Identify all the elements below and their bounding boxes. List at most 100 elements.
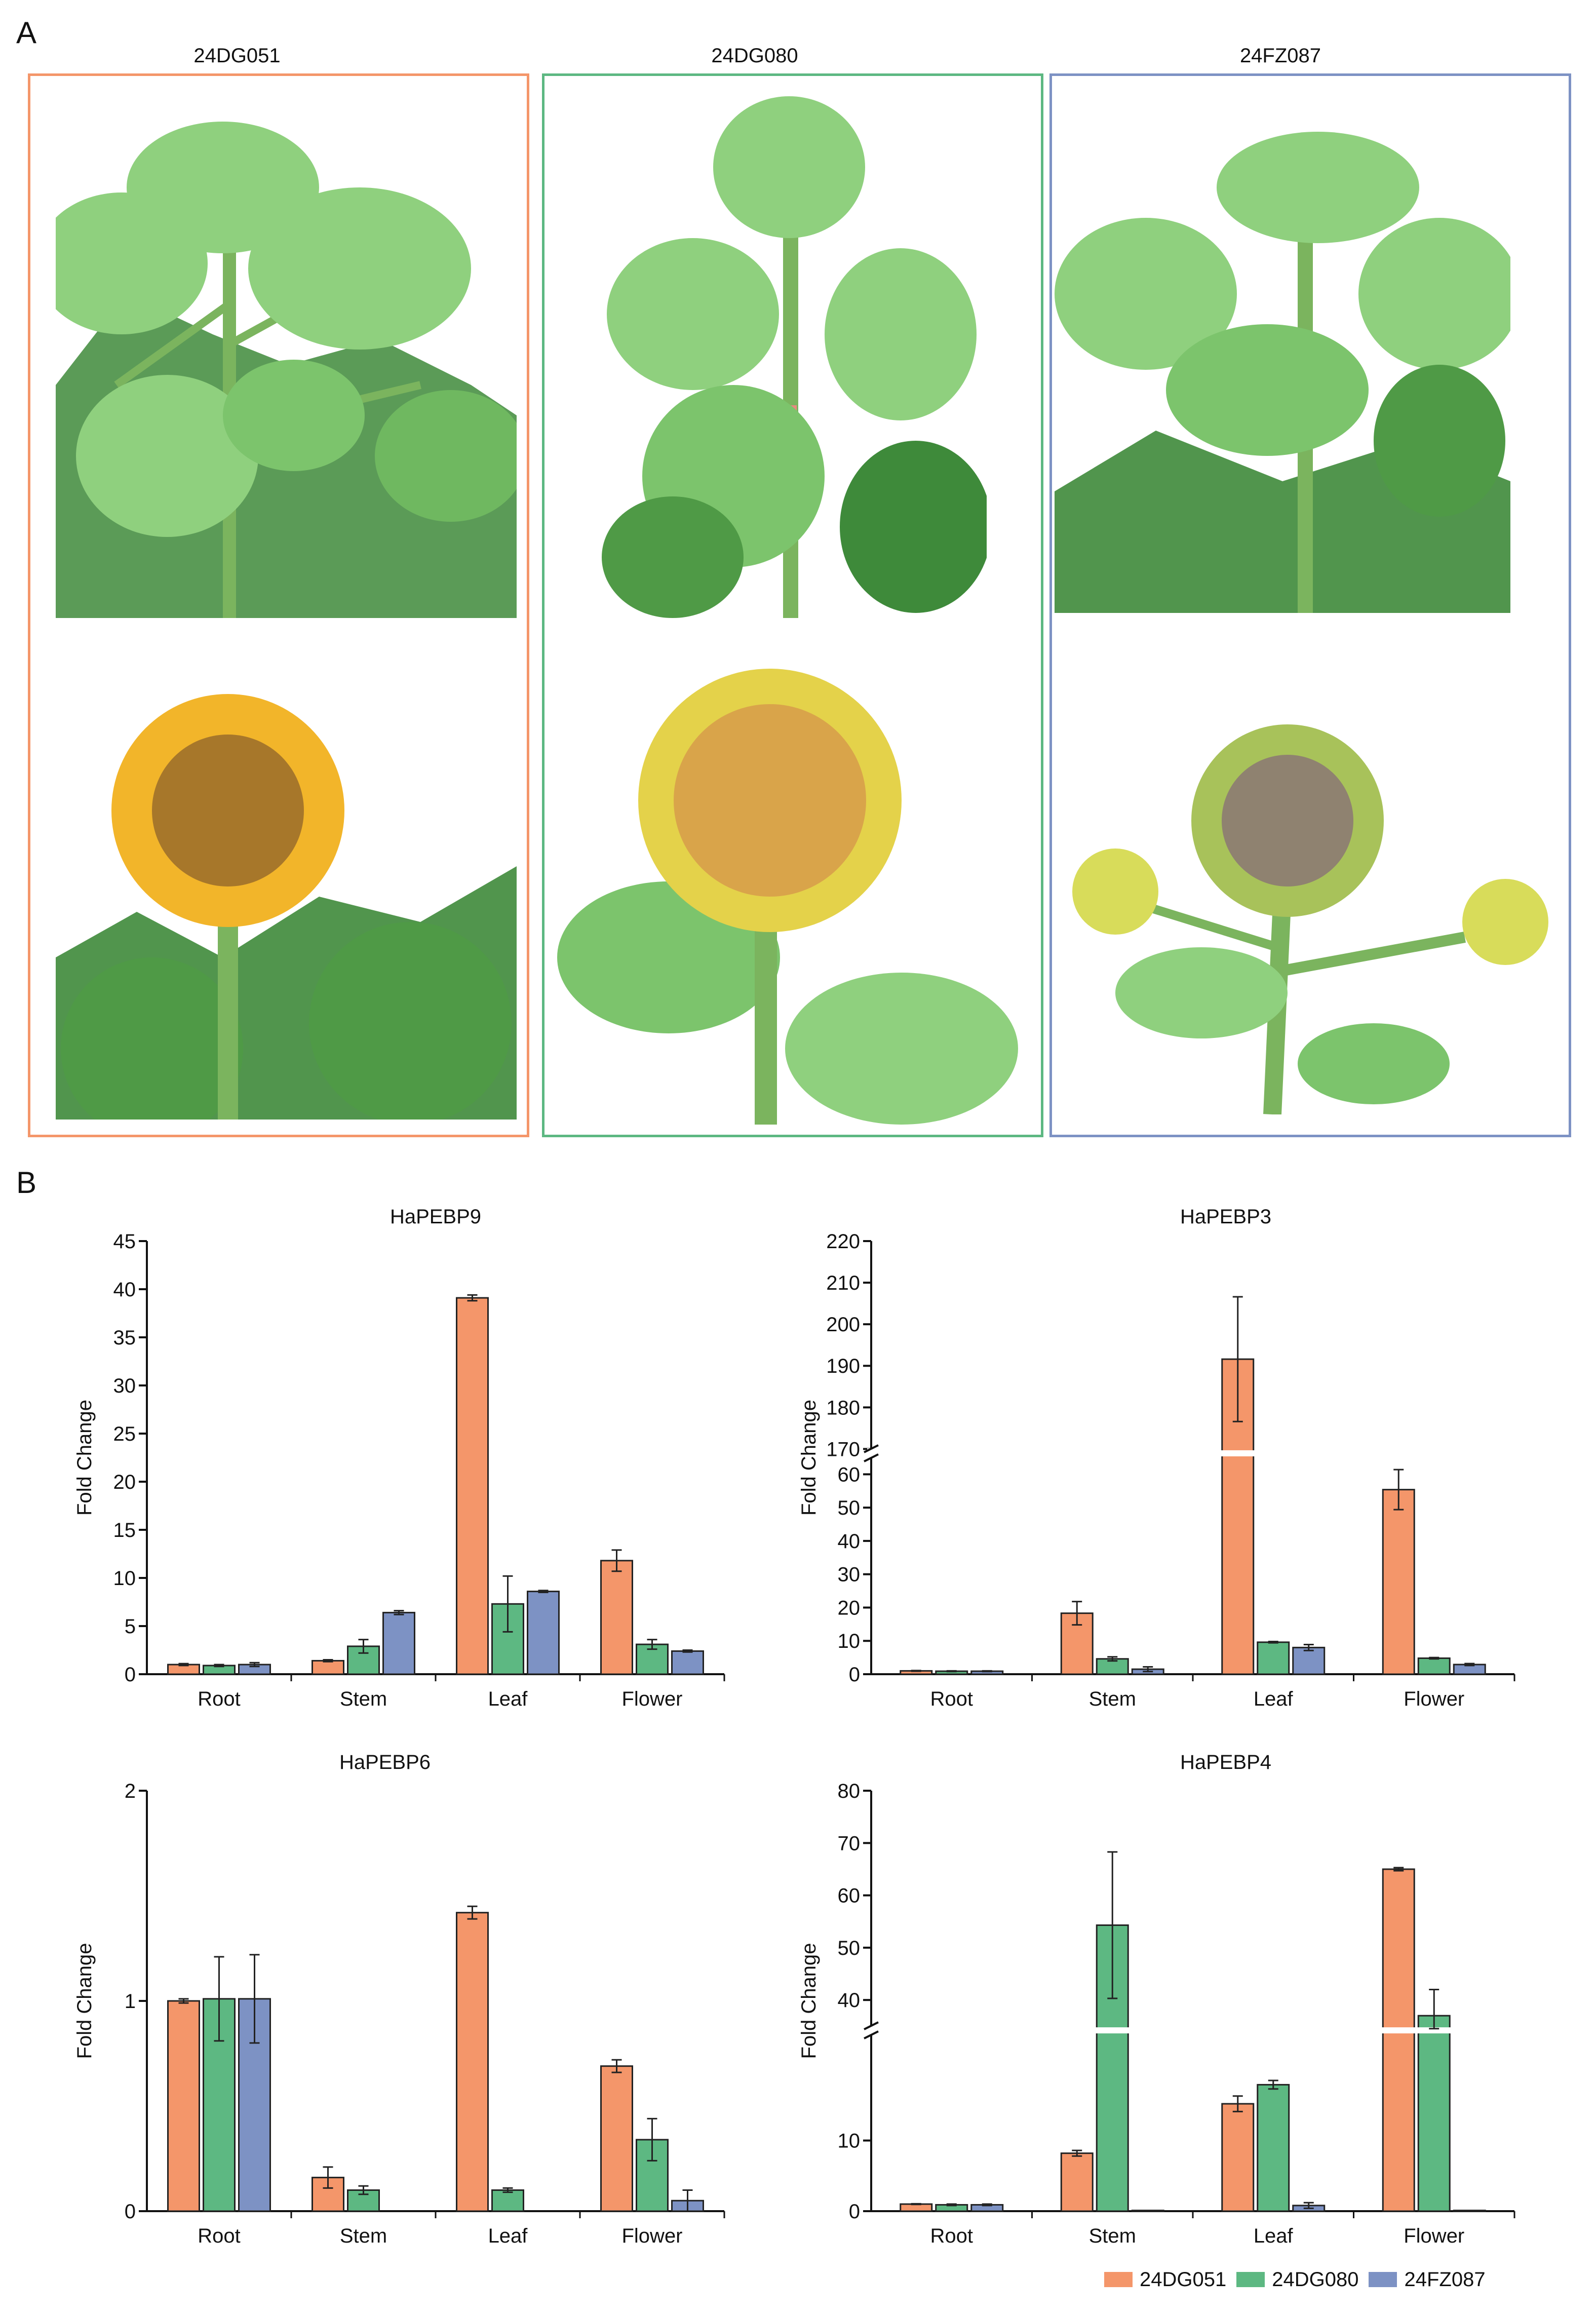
y-axis-label: Fold Change (798, 1943, 820, 2059)
x-tick-label: Flower (1404, 1688, 1464, 1710)
y-tick-label: 200 (826, 1314, 860, 1336)
y-axis-label: Fold Change (798, 1400, 820, 1516)
legend-item: 24DG080 (1236, 2268, 1358, 2291)
y-tick-label: 0 (125, 1664, 136, 1686)
y-tick-label: 5 (125, 1615, 136, 1638)
y-axis-label: Fold Change (73, 1400, 96, 1516)
y-tick-label: 50 (838, 1497, 861, 1519)
legend-swatch (1236, 2272, 1265, 2287)
bar (1060, 2152, 1094, 2212)
y-tick-label: 170 (826, 1438, 860, 1460)
legend-label: 24DG080 (1272, 2268, 1359, 2291)
bar (1382, 1868, 1415, 2212)
y-tick-label: 1 (125, 1990, 136, 2013)
x-tick-label: Flower (621, 2225, 682, 2247)
bar (1382, 1489, 1415, 1675)
axis-break-mark (864, 1453, 879, 1462)
y-tick-label: 180 (826, 1397, 860, 1419)
y-tick-label: 10 (113, 1567, 136, 1590)
x-tick-label: Leaf (488, 1688, 528, 1710)
bar (382, 1611, 415, 1675)
y-tick-label: 2 (125, 1780, 136, 1802)
x-tick-label: Stem (1089, 2225, 1136, 2247)
bar-break-band (1416, 2027, 1452, 2034)
legend-item: 24FZ087 (1369, 2268, 1486, 2291)
bar (1257, 1641, 1290, 1675)
bar (456, 1297, 489, 1675)
x-tick-label: Stem (340, 2225, 387, 2247)
x-tick-label: Stem (1089, 1688, 1136, 1710)
chart-hapebp6: HaPEBP6 Fold Change 0 1 2 Root Stem Leaf Flower (73, 1751, 725, 2247)
axis-break-mark (864, 2021, 879, 2030)
x-tick-label: Root (198, 2225, 241, 2247)
x-tick-label: Flower (621, 1688, 682, 1710)
bar (167, 2000, 200, 2212)
panel-b-label: B (16, 1166, 37, 1200)
flower-photo-24DG080 (557, 653, 1018, 1125)
chart-title: HaPEBP3 (1180, 1206, 1271, 1228)
axis-break-mark (864, 2030, 879, 2039)
bar (491, 2189, 524, 2212)
y-tick-label: 40 (838, 1530, 861, 1553)
bar (1417, 2015, 1451, 2212)
bar (1257, 2084, 1290, 2212)
y-tick-label: 10 (838, 2130, 861, 2152)
y-tick-label: 45 (113, 1230, 136, 1253)
y-tick-label: 60 (838, 1885, 861, 1907)
x-tick-label: Root (198, 1688, 241, 1710)
x-tick-label: Stem (340, 1688, 387, 1710)
bar (1292, 1646, 1326, 1675)
y-tick-label: 0 (849, 1664, 860, 1686)
y-tick-label: 0 (849, 2201, 860, 2223)
chart-hapebp9: HaPEBP9 Fold Change 0 5 10 15 20 25 30 35 40 45 Root… (73, 1206, 725, 1710)
bar (600, 2065, 633, 2212)
y-tick-label: 80 (838, 1780, 861, 1802)
axis-break-mark (864, 1444, 879, 1453)
bar (1221, 2103, 1255, 2212)
chart-legend: 24DG051 24DG080 24FZ087 (1104, 2264, 1496, 2295)
y-tick-label: 20 (838, 1597, 861, 1619)
bar (636, 2139, 669, 2212)
y-tick-label: 20 (113, 1471, 136, 1493)
x-tick-label: Root (930, 1688, 974, 1710)
y-tick-label: 25 (113, 1423, 136, 1445)
legend-label: 24FZ087 (1404, 2268, 1486, 2291)
bar (600, 1560, 633, 1675)
x-tick-label: Leaf (1254, 2225, 1294, 2247)
y-tick-label: 40 (838, 1989, 861, 2012)
y-tick-label: 15 (113, 1519, 136, 1541)
y-tick-label: 30 (838, 1564, 861, 1586)
chart-title: HaPEBP6 (339, 1751, 431, 1773)
accession-title-1: 24DG051 (193, 45, 281, 67)
bar (456, 1912, 489, 2212)
y-tick-label: 0 (125, 2201, 136, 2223)
flower-photo-24FZ087 (1070, 709, 1551, 1114)
bar (312, 1660, 344, 1675)
bar (527, 1591, 560, 1675)
chart-title: HaPEBP4 (1180, 1751, 1271, 1773)
x-tick-label: Leaf (1254, 1688, 1294, 1710)
x-tick-label: Flower (1404, 2225, 1464, 2247)
x-tick-label: Leaf (488, 2225, 528, 2247)
chart-hapebp3: HaPEBP3 Fold Change 0 10 20 30 40 50 60 170 180 190… (798, 1206, 1515, 1710)
accession-title-3: 24FZ087 (1239, 45, 1321, 67)
plant-top-photo-24FZ087 (1055, 127, 1510, 613)
y-tick-label: 190 (826, 1355, 860, 1377)
chart-hapebp4: HaPEBP4 Fold Change 0 10 40 50 60 70 80 Root Stem L… (798, 1751, 1515, 2247)
bar (671, 1650, 704, 1675)
bar-break-band (1220, 1450, 1256, 1456)
y-tick-label: 10 (838, 1630, 861, 1652)
panel-a-label: A (16, 16, 37, 50)
plant-top-photo-24DG080 (571, 91, 987, 618)
y-tick-label: 60 (838, 1463, 861, 1486)
bar-break-band (1381, 2027, 1417, 2034)
chart-title: HaPEBP9 (390, 1206, 481, 1228)
y-tick-label: 30 (113, 1375, 136, 1397)
accession-title-2: 24DG080 (711, 45, 798, 67)
y-tick-label: 50 (838, 1937, 861, 1959)
y-tick-label: 35 (113, 1327, 136, 1349)
y-axis-label: Fold Change (73, 1943, 96, 2059)
legend-item: 24DG051 (1104, 2268, 1226, 2291)
flower-photo-24DG051 (56, 694, 517, 1120)
x-tick-label: Root (930, 2225, 974, 2247)
